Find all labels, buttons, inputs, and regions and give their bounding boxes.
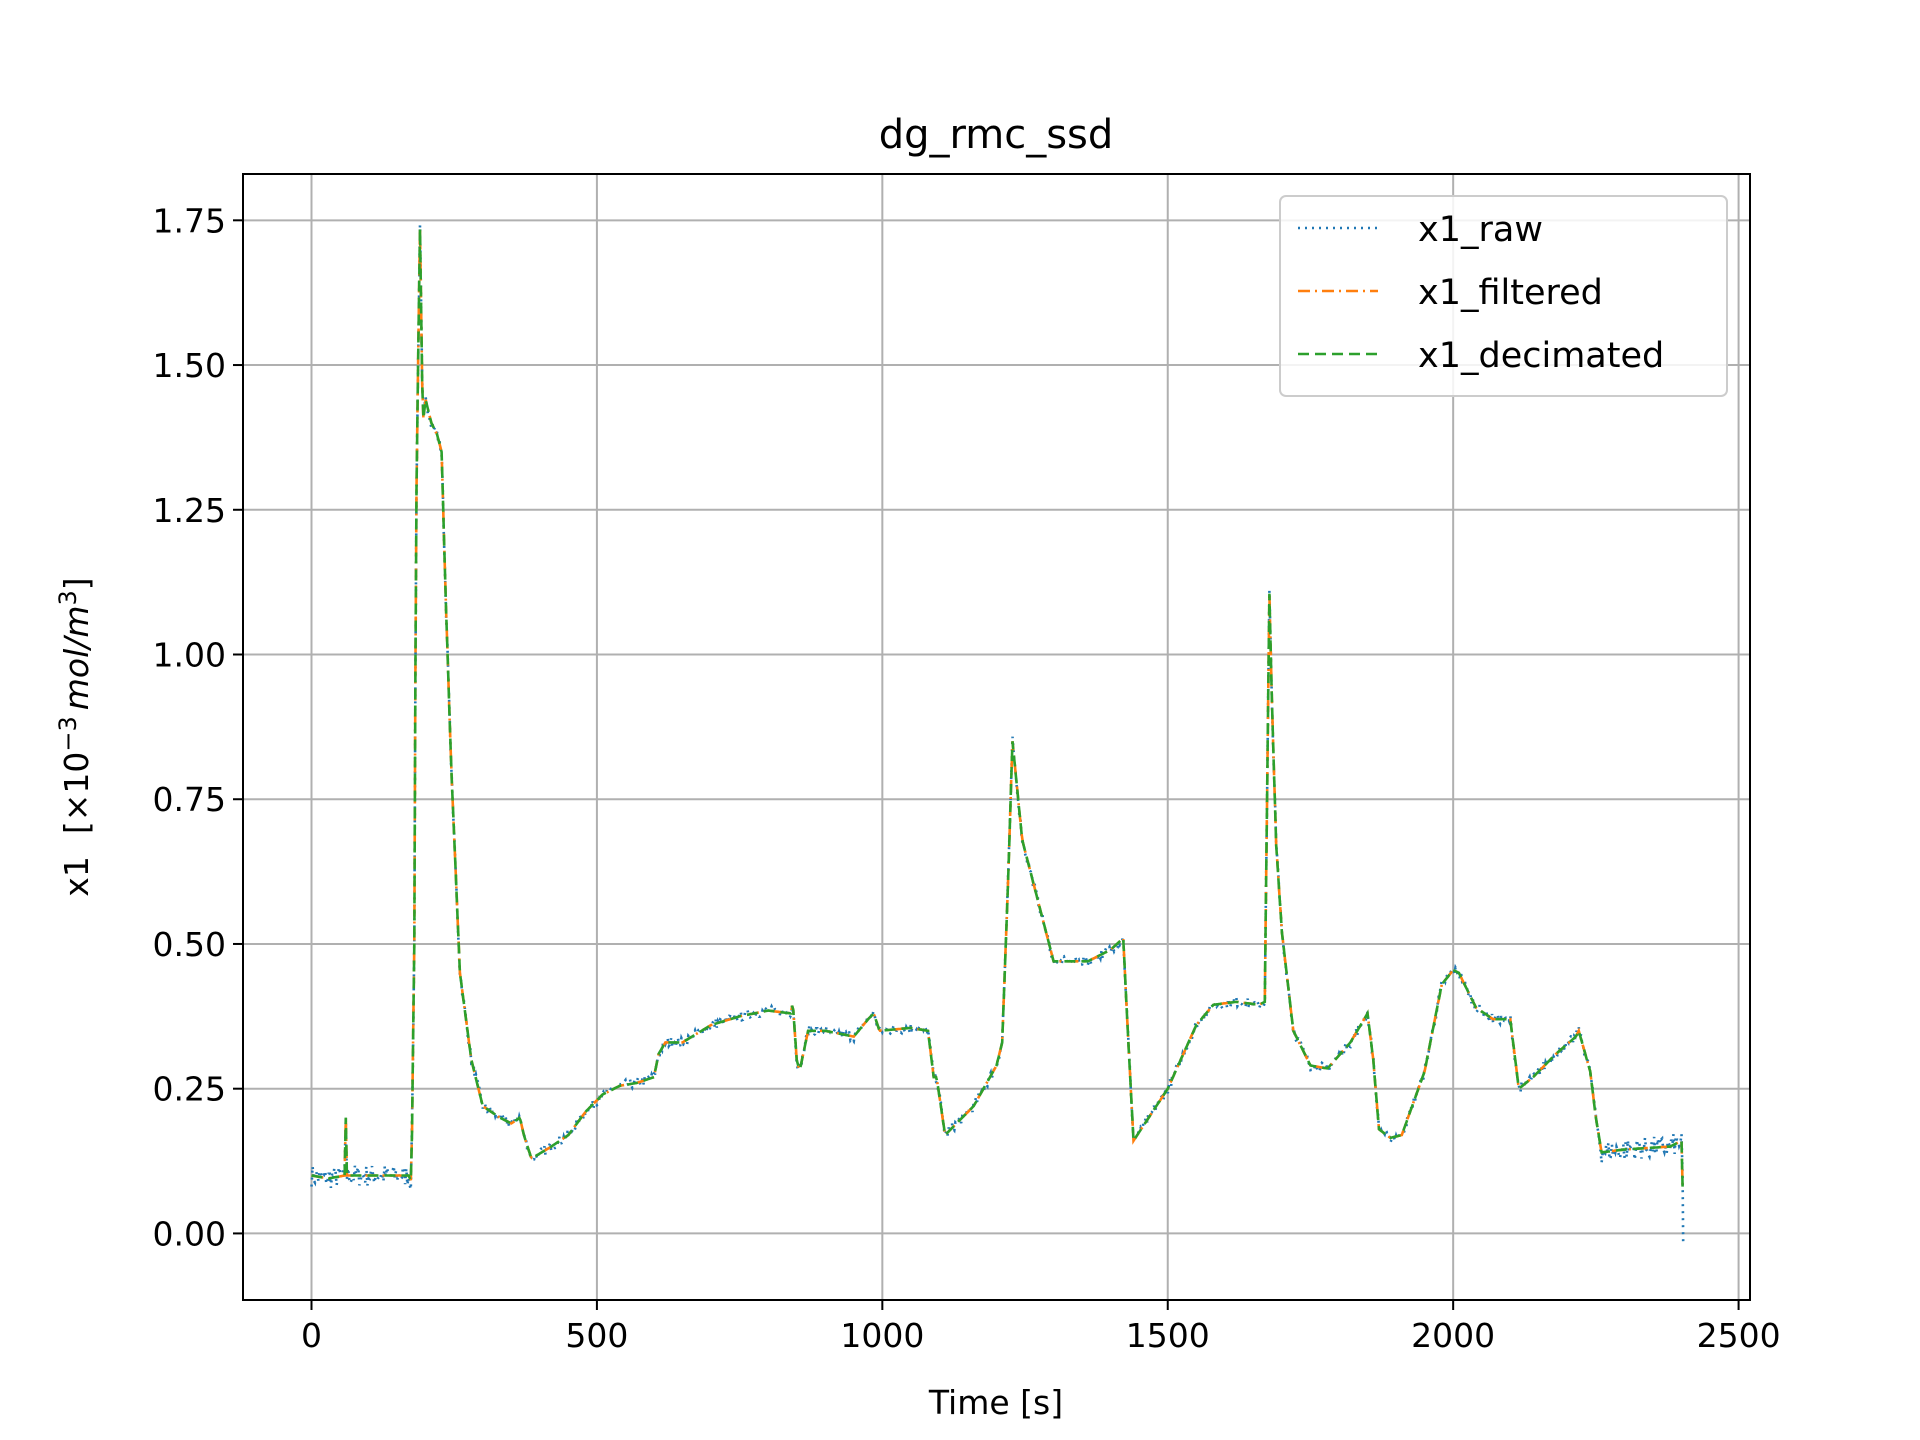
y-axis-label-unit-pre: [×10: [57, 752, 96, 835]
y-axis-label-unit-mid: mol/m: [57, 605, 96, 710]
x-tick-label: 0: [301, 1316, 322, 1355]
legend-label-raw: x1_raw: [1418, 210, 1543, 250]
y-axis-label-unit-post: ]: [57, 577, 96, 590]
x-axis-label: Time [s]: [928, 1383, 1063, 1422]
y-tick-label: 1.00: [153, 636, 226, 675]
x-tick-label: 1000: [840, 1316, 924, 1355]
legend-box: [1279, 195, 1728, 397]
y-axis-label-unit-exp: −3: [54, 716, 82, 751]
y-tick-label: 0.50: [153, 925, 226, 964]
x-tick-label: 500: [565, 1316, 628, 1355]
x-tick-label: 1500: [1126, 1316, 1210, 1355]
y-tick-label: 0.75: [153, 780, 226, 819]
y-tick-label: 1.75: [153, 201, 226, 240]
y-tick-label: 0.00: [153, 1214, 226, 1253]
y-axis-label-var: x1: [57, 856, 96, 897]
legend-label-decimated: x1_decimated: [1418, 336, 1664, 376]
series-line-x1_decimated: [311, 228, 1684, 1188]
y-tick-label: 1.25: [153, 491, 226, 530]
y-axis-label: x1 [×10−3 mol/m3]: [54, 577, 96, 896]
y-tick-label: 0.25: [153, 1070, 226, 1109]
grid-lines: [243, 174, 1750, 1300]
x-tick-label: 2500: [1697, 1316, 1781, 1355]
legend: x1_raw x1_filtered x1_decimated: [1279, 195, 1728, 397]
svg-text:x1[×10−3mol/m3]: x1 [×10−3 mol/m3]: [54, 577, 96, 896]
legend-label-filtered: x1_filtered: [1418, 273, 1603, 313]
y-tick-label: 1.50: [153, 346, 226, 385]
x-axis-ticks: 0 500 1000 1500 2000 2500: [301, 1300, 1781, 1355]
x-tick-label: 2000: [1411, 1316, 1495, 1355]
chart-title: dg_rmc_ssd: [879, 112, 1114, 158]
y-axis-ticks: 0.00 0.25 0.50 0.75 1.00 1.25 1.50 1.75: [153, 201, 243, 1253]
y-axis-label-unit-sup: 3: [54, 590, 82, 605]
plot-frame: [242, 173, 1751, 1301]
plot-area: [310, 224, 1685, 1246]
